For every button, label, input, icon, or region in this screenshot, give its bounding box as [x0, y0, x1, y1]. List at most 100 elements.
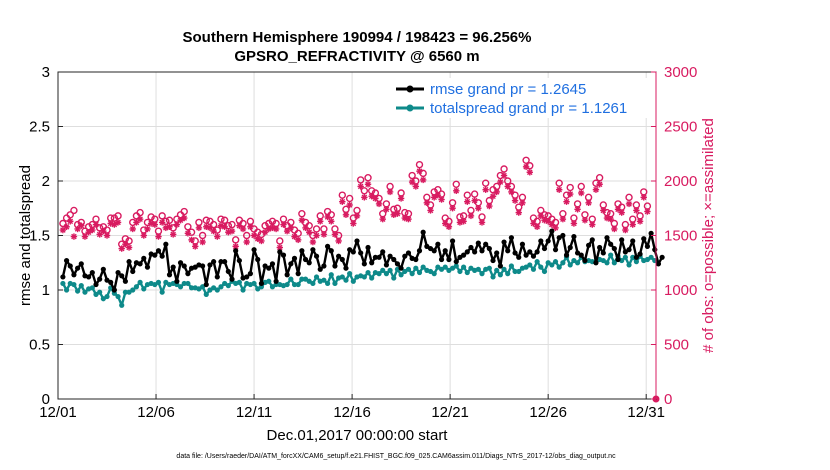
obs-assimilated-marker	[515, 209, 522, 216]
obs-assimilated-marker	[548, 221, 556, 228]
obs-assimilated-marker	[611, 225, 618, 233]
obs-assimilated-marker	[375, 200, 383, 208]
obs-assimilated-marker	[309, 238, 317, 246]
totalspread-point	[420, 264, 426, 270]
obs-possible-marker	[59, 219, 67, 228]
totalspread-point	[622, 254, 628, 260]
obs-possible-marker	[110, 214, 119, 222]
obs-possible-marker	[261, 221, 269, 230]
totalspread-point	[313, 274, 320, 280]
y-tick-label-right: 2000	[664, 173, 697, 190]
rmse-point	[115, 269, 121, 276]
obs-possible-marker	[254, 228, 262, 236]
totalspread-point	[89, 285, 95, 291]
rmse-point	[552, 247, 559, 253]
rmse-point	[280, 252, 287, 258]
obs-assimilated-marker	[258, 237, 265, 245]
obs-assimilated-marker	[331, 231, 339, 238]
rmse-point	[431, 248, 437, 254]
y-tick-label-right: 1000	[664, 282, 697, 299]
obs-assimilated-marker	[585, 199, 592, 206]
totalspread-point	[486, 265, 492, 271]
obs-possible-marker	[470, 190, 479, 198]
obs-assimilated-marker	[633, 207, 640, 214]
totalspread-point	[387, 267, 393, 273]
legend-box	[388, 78, 654, 118]
rmse-point	[652, 247, 658, 253]
legend-label-spread: totalspread grand pr = 1.1261	[430, 100, 627, 117]
totalspread-point	[380, 267, 386, 273]
rmse-point	[589, 237, 595, 243]
obs-assimilated-marker	[169, 231, 177, 238]
totalspread-point	[119, 302, 125, 308]
rmse-point	[86, 274, 92, 280]
totalspread-point	[556, 264, 562, 270]
rmse-point	[376, 254, 382, 260]
y-tick-label-right: 500	[664, 337, 689, 354]
obs-assimilated-marker	[629, 221, 636, 228]
rmse-point	[420, 229, 426, 235]
obs-possible-marker	[452, 180, 460, 188]
rmse-point	[545, 238, 551, 244]
rmse-point	[593, 260, 599, 266]
y-tick-label-right: 0	[664, 391, 672, 408]
obs-assimilated-marker	[555, 186, 563, 193]
rmse-point	[358, 250, 364, 256]
rmse-point	[633, 254, 639, 260]
obs-assimilated-marker	[423, 199, 431, 206]
rmse-point	[483, 241, 489, 247]
rmse-point	[200, 263, 206, 269]
obs-possible-marker	[198, 231, 207, 240]
obs-assimilated-marker	[140, 232, 147, 239]
rmse-point	[306, 260, 312, 266]
rmse-point	[247, 271, 253, 277]
totalspread-point	[104, 293, 110, 300]
totalspread-point	[567, 262, 573, 268]
obs-assimilated-marker	[460, 218, 467, 225]
obs-assimilated-marker	[155, 233, 162, 240]
rmse-point	[394, 261, 401, 267]
totalspread-point	[251, 280, 257, 287]
rmse-point	[438, 256, 445, 263]
obs-assimilated-marker	[519, 199, 526, 206]
rmse-point	[288, 261, 294, 267]
obs-possible-marker	[228, 220, 236, 229]
totalspread-point	[630, 254, 636, 260]
obs-assimilated-marker	[195, 224, 203, 232]
rmse-point	[63, 257, 70, 264]
obs-assimilated-marker	[574, 206, 581, 213]
totalspread-point	[391, 275, 397, 281]
obs-assimilated-marker	[214, 233, 221, 240]
obs-assimilated-marker	[188, 236, 195, 244]
obs-assimilated-marker	[70, 233, 78, 240]
obs-possible-marker	[66, 211, 74, 219]
totalspread-point	[431, 271, 437, 277]
obs-assimilated-marker	[350, 220, 357, 227]
obs-assimilated-marker	[357, 183, 364, 190]
obs-assimilated-marker	[228, 227, 236, 235]
totalspread-point	[97, 289, 103, 295]
obs-assimilated-marker	[239, 225, 247, 233]
obs-assimilated-marker	[353, 212, 361, 220]
legend: rmse grand pr = 1.2645 totalspread grand…	[388, 78, 654, 118]
rmse-point	[508, 235, 514, 241]
obs-assimilated-marker	[397, 195, 405, 202]
obs-assimilated-marker	[173, 221, 181, 228]
rmse-point	[538, 238, 544, 244]
obs-possible-marker	[217, 215, 225, 223]
obs-possible-marker	[408, 171, 416, 180]
obs-assimilated-marker	[313, 232, 320, 239]
rmse-point	[648, 230, 654, 236]
obs-assimilated-marker	[504, 183, 511, 190]
obs-assimilated-marker	[158, 219, 166, 226]
totalspread-point	[633, 259, 639, 265]
totalspread-point	[457, 268, 463, 275]
obs-assimilated-marker	[335, 237, 342, 245]
totalspread-point	[626, 262, 632, 268]
rmse-point	[255, 256, 261, 263]
rmse-point	[468, 244, 474, 251]
obs-assimilated-marker	[372, 195, 379, 202]
obs-possible-marker	[577, 182, 585, 191]
totalspread-point	[560, 260, 566, 266]
rmse-point	[185, 271, 191, 277]
